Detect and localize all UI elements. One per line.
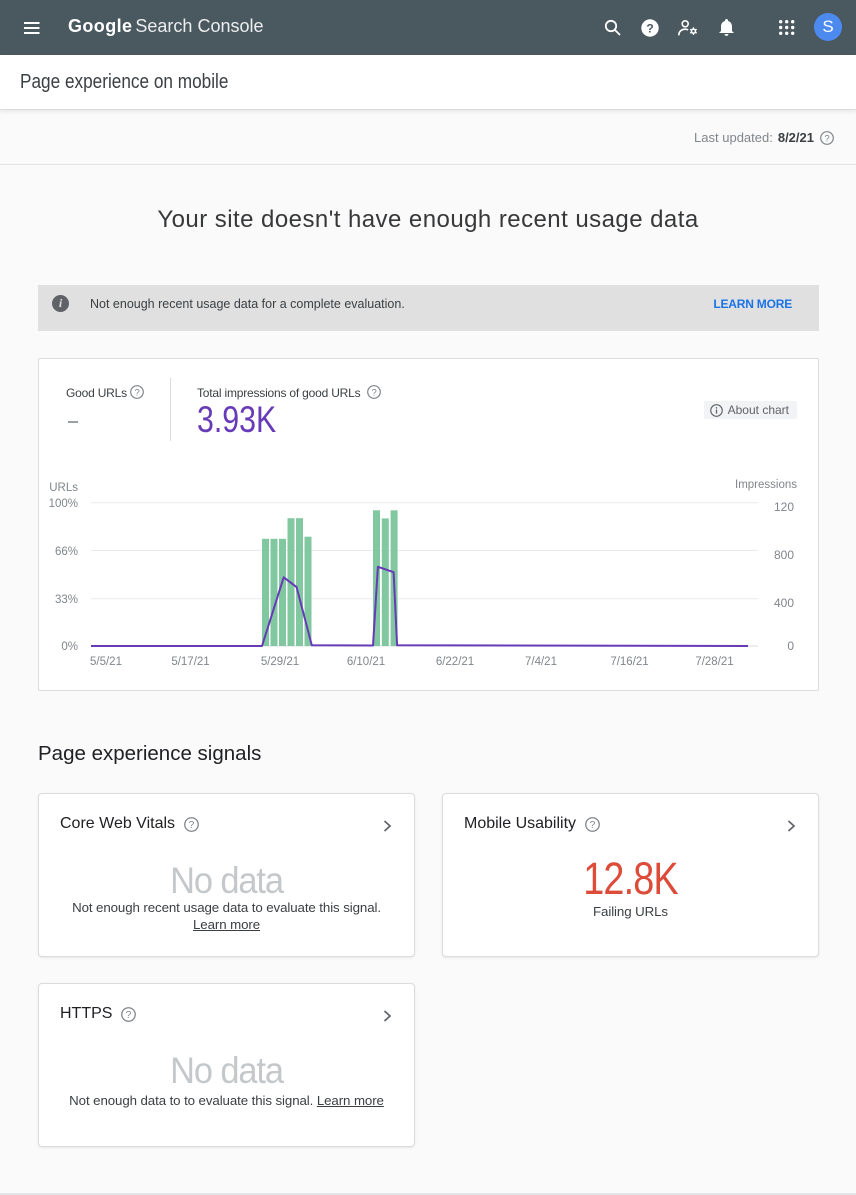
svg-text:5/29/21: 5/29/21	[261, 656, 299, 668]
svg-text:5/17/21: 5/17/21	[171, 656, 209, 668]
svg-text:100%: 100%	[49, 498, 78, 510]
svg-text:0%: 0%	[61, 641, 78, 653]
svg-text:?: ?	[824, 133, 829, 144]
svg-text:?: ?	[371, 387, 376, 398]
svg-text:33%: 33%	[55, 594, 78, 606]
svg-text:Impressions: Impressions	[735, 479, 797, 491]
svg-text:?: ?	[134, 387, 139, 398]
svg-text:5/5/21: 5/5/21	[90, 656, 122, 668]
svg-text:0: 0	[787, 639, 794, 653]
svg-text:120: 120	[774, 500, 794, 514]
svg-text:URLs: URLs	[49, 482, 78, 494]
svg-text:7/28/21: 7/28/21	[695, 656, 733, 668]
svg-text:?: ?	[189, 820, 195, 831]
svg-text:7/16/21: 7/16/21	[610, 656, 648, 668]
svg-text:6/22/21: 6/22/21	[436, 656, 474, 668]
svg-text:?: ?	[590, 820, 596, 831]
svg-text:800: 800	[774, 548, 794, 562]
svg-text:?: ?	[646, 21, 653, 35]
svg-text:?: ?	[126, 1010, 132, 1021]
svg-text:66%: 66%	[55, 546, 78, 558]
svg-text:400: 400	[774, 596, 794, 610]
svg-text:7/4/21: 7/4/21	[525, 656, 557, 668]
svg-text:6/10/21: 6/10/21	[347, 656, 385, 668]
